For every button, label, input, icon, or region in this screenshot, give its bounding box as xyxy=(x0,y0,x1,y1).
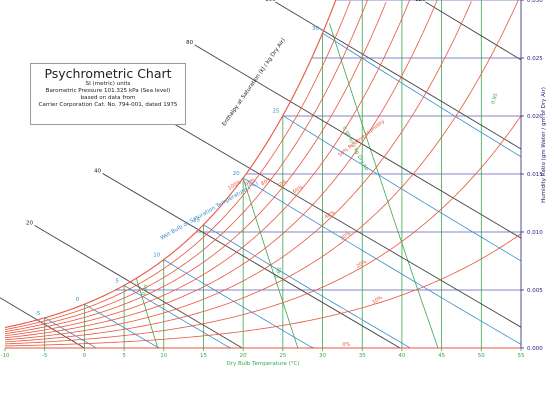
wet-bulb-line xyxy=(84,303,160,349)
y-tick-label: 0.020 xyxy=(527,114,543,120)
enthalpy-value-label: 20 xyxy=(26,220,33,226)
volume-lines xyxy=(135,23,439,349)
x-tick-label: 0 xyxy=(83,353,87,359)
x-tick-label: -5 xyxy=(42,353,48,359)
title-line-source: Carrier Corporation Cat. No. 794-001, da… xyxy=(38,102,178,108)
x-tick-label: 20 xyxy=(240,353,247,359)
x-tick-label: -10 xyxy=(1,353,10,359)
enthalpy-line xyxy=(194,44,522,239)
rh-value-label: 70% xyxy=(276,179,289,190)
y-tick-label: 0.000 xyxy=(527,346,543,352)
y-axis-label: Humidity Ratio (gm Water / gm of Dry Air… xyxy=(541,87,547,203)
y-tick-label: 0.015 xyxy=(527,172,543,178)
wet-bulb-line xyxy=(123,285,232,349)
rh-curve xyxy=(4,0,368,333)
wet-bulb-line xyxy=(203,224,414,349)
wet-bulb-value-label: 15 xyxy=(193,218,200,224)
labels: -505101520253002040608010012014010%20%30… xyxy=(1,0,547,367)
enthalpy-lines xyxy=(0,1,522,349)
enthalpy-line xyxy=(425,1,522,61)
rh-curve xyxy=(4,0,411,337)
wet-bulb-lines xyxy=(44,32,522,349)
rh-value-label: 80% xyxy=(260,176,273,187)
wet-bulb-value-label: 25 xyxy=(272,109,279,115)
rh-zero-label: 0% xyxy=(342,342,350,348)
enthalpy-line xyxy=(153,111,522,328)
x-tick-label: 35 xyxy=(359,353,366,359)
wet-bulb-value-label: 20 xyxy=(233,171,240,177)
chart-title: Psychrometric Chart xyxy=(44,66,172,81)
rh-curve xyxy=(4,1,472,341)
wet-bulb-line xyxy=(163,259,315,349)
rh-curve xyxy=(4,0,519,343)
wet-bulb-value-label: 10 xyxy=(153,253,160,259)
rh-value-label: 40% xyxy=(324,210,337,221)
enthalpy-value-label: 100 xyxy=(265,0,276,3)
title-line-based: based on data from xyxy=(80,95,136,101)
x-tick-label: 5 xyxy=(122,353,126,359)
rh-value-label: 60% xyxy=(292,184,305,195)
rh-curve xyxy=(4,0,351,330)
rh-value-label: 20% xyxy=(355,259,368,270)
volume-line xyxy=(243,179,299,349)
x-tick-label: 10 xyxy=(160,353,167,359)
title-line-pressure: Barometric Pressure 101.325 kPa (Sea lev… xyxy=(45,88,171,94)
rh-fifty-label: 50% Relative Humidity xyxy=(337,119,386,159)
wet-bulb-line xyxy=(282,115,522,262)
x-tick-label: 55 xyxy=(518,353,525,359)
wet-bulb-value-label: 0 xyxy=(76,297,80,303)
title-line-units: SI (metric) units xyxy=(85,81,131,87)
enthalpy-value-label: 40 xyxy=(94,168,101,174)
x-tick-label: 25 xyxy=(279,353,286,359)
wet-bulb-line xyxy=(242,177,522,345)
rh-value-label: 10% xyxy=(371,295,384,306)
axes xyxy=(4,0,524,351)
rh-curve xyxy=(4,0,337,329)
x-tick-label: 50 xyxy=(478,353,485,359)
wet-bulb-value-label: 30 xyxy=(312,26,319,32)
enthalpy-line xyxy=(102,173,401,349)
x-tick-label: 45 xyxy=(438,353,445,359)
rh-value-label: 90% xyxy=(244,177,257,188)
volume-line xyxy=(328,23,439,349)
wet-bulb-value-label: -5 xyxy=(35,311,41,317)
y-tick-label: 0.010 xyxy=(527,230,543,236)
volume-value-label: 0.95 xyxy=(490,93,499,105)
volume-line xyxy=(135,278,159,349)
x-tick-label: 15 xyxy=(200,353,207,359)
volume-value-label: 0.85 xyxy=(274,267,283,279)
x-tick-label: 40 xyxy=(398,353,405,359)
enthalpy-line xyxy=(34,224,243,349)
rh-curve xyxy=(4,1,387,335)
x-tick-label: 30 xyxy=(319,353,326,359)
wet-bulb-line xyxy=(322,32,522,158)
rh-curves xyxy=(4,0,522,349)
y-tick-label: 0.025 xyxy=(527,56,543,62)
volume-value-label: 0.80 xyxy=(141,284,150,296)
rh-curve xyxy=(4,115,522,345)
enthalpy-value-label: 120 xyxy=(415,0,426,3)
y-tick-label: 0.030 xyxy=(527,0,543,4)
enthalpy-line xyxy=(0,297,85,349)
enthalpy-value-label: 80 xyxy=(186,40,193,46)
x-axis-label: Dry Bulb Temperature (°C) xyxy=(227,361,300,367)
wet-bulb-value-label: 5 xyxy=(115,278,119,284)
y-tick-label: 0.005 xyxy=(527,288,543,294)
title-block: Psychrometric Chart SI (metric) units Ba… xyxy=(30,63,186,125)
rh-curve xyxy=(4,233,522,347)
rh-curve xyxy=(4,0,438,339)
enthalpy-line xyxy=(275,1,522,150)
rh-value-label: 30% xyxy=(340,231,353,242)
